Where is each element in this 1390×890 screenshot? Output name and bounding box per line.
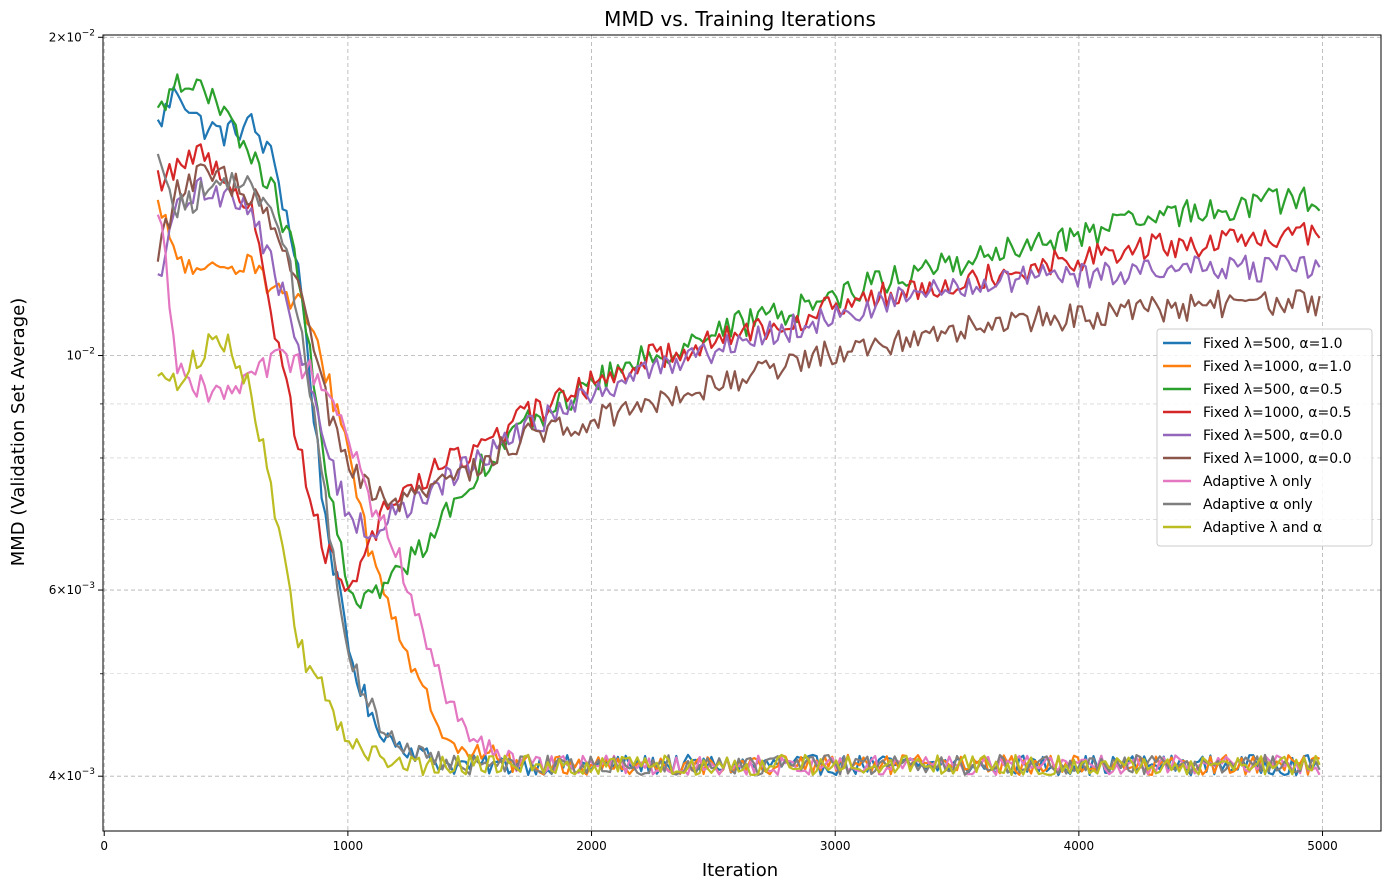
legend-label: Adaptive λ and α xyxy=(1203,520,1322,536)
x-tick-label: 1000 xyxy=(333,839,364,853)
legend-label: Fixed λ=500, α=1.0 xyxy=(1203,336,1343,352)
y-tick-label: 10−2 xyxy=(66,347,95,363)
legend-label: Fixed λ=500, α=0.5 xyxy=(1203,382,1343,398)
legend-label: Fixed λ=500, α=0.0 xyxy=(1203,428,1343,444)
x-tick-label: 4000 xyxy=(1064,839,1095,853)
legend-label: Fixed λ=1000, α=1.0 xyxy=(1203,359,1352,375)
series-layer xyxy=(156,73,1321,777)
y-tick-label: 4×10−3 xyxy=(49,767,95,783)
y-tick-label: 6×10−3 xyxy=(49,581,95,597)
legend: Fixed λ=500, α=1.0 Fixed λ=1000, α=1.0 Fix… xyxy=(1156,328,1373,547)
plot-frame xyxy=(102,34,1382,832)
legend-box xyxy=(1156,328,1373,547)
x-axis-ticks: 0 1000 2000 3000 4000 5000 xyxy=(100,831,1338,853)
series-line xyxy=(156,214,1321,777)
legend-label: Fixed λ=1000, α=0.0 xyxy=(1203,451,1352,467)
legend-label: Adaptive α only xyxy=(1203,497,1313,513)
x-tick-label: 3000 xyxy=(820,839,851,853)
x-tick-label: 2000 xyxy=(576,839,607,853)
x-axis-label: Iteration xyxy=(702,860,778,881)
series-line xyxy=(157,176,1321,540)
legend-label: Adaptive λ only xyxy=(1203,474,1312,490)
y-axis-ticks: 4×10−3 6×10−3 10−2 2×10−2 xyxy=(49,28,103,783)
x-tick-label: 0 xyxy=(100,839,108,853)
legend-label: Fixed λ=1000, α=0.5 xyxy=(1203,405,1352,421)
series-line xyxy=(156,163,1321,513)
series-line xyxy=(157,333,1321,777)
y-axis-label: MMD (Validation Set Average) xyxy=(8,298,29,567)
series-line xyxy=(156,73,1321,610)
x-tick-label: 5000 xyxy=(1307,839,1338,853)
y-tick-label: 2×10−2 xyxy=(49,28,95,44)
chart-title: MMD vs. Training Iterations xyxy=(604,7,876,31)
